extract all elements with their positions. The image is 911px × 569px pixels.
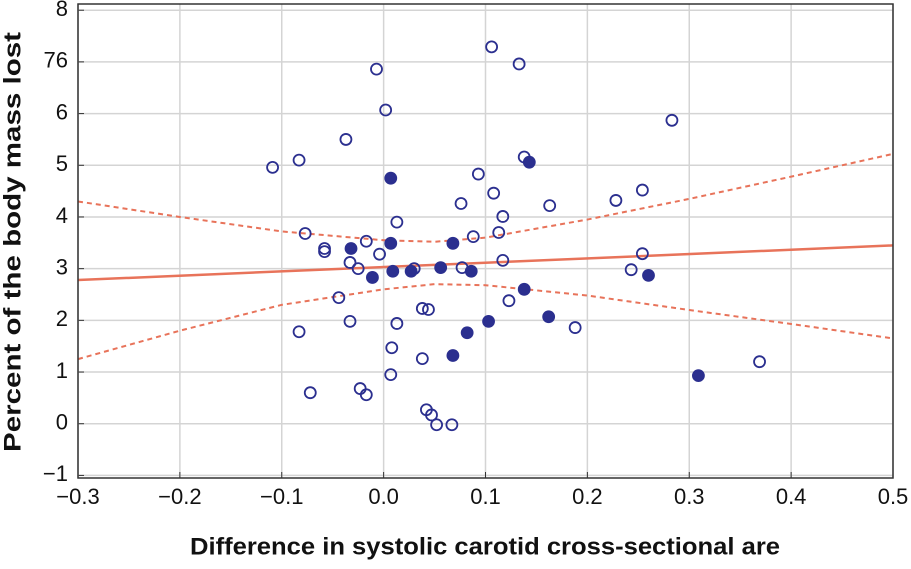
confidence-band: [77, 283, 894, 361]
point: [568, 321, 582, 334]
point: [384, 368, 398, 382]
point: [635, 247, 649, 261]
y-tick-label: 1: [56, 358, 68, 383]
point: [485, 40, 499, 54]
point: [609, 194, 623, 207]
point: [390, 215, 404, 229]
point: [624, 263, 638, 277]
point: [385, 341, 399, 355]
x-tick-label: 0.1: [470, 484, 501, 509]
point: [292, 153, 306, 167]
point: [343, 256, 357, 269]
point: [384, 171, 398, 185]
point: [303, 386, 317, 400]
point: [415, 302, 429, 315]
point: [422, 303, 435, 316]
point: [386, 264, 400, 278]
point: [460, 326, 474, 340]
y-tick-label: 4: [56, 203, 68, 228]
point: [542, 310, 556, 324]
y-tick-label: −1: [43, 461, 68, 486]
point: [454, 197, 468, 210]
point: [343, 314, 357, 328]
fit-line: [77, 244, 894, 282]
point: [466, 230, 480, 244]
x-tick-label: −0.1: [260, 484, 303, 509]
point: [390, 317, 404, 330]
point: [446, 236, 460, 250]
point: [471, 167, 485, 181]
x-tick-label: 0.3: [674, 484, 705, 509]
point: [753, 355, 766, 369]
point: [415, 352, 429, 365]
point: [366, 271, 379, 284]
x-axis-label: Difference in systolic carotid cross-sec…: [190, 533, 780, 560]
x-tick-label: 0.4: [776, 484, 807, 509]
x-tick-label: −0.2: [158, 484, 201, 509]
y-tick-label: 5: [56, 151, 68, 176]
point: [384, 236, 398, 250]
point: [692, 369, 705, 383]
point: [339, 133, 353, 146]
y-tick-label: 3: [56, 254, 68, 279]
point: [344, 242, 358, 255]
x-tick-label: 0.5: [878, 484, 909, 509]
y-tick-label: 6: [56, 99, 68, 124]
point: [359, 388, 373, 402]
point: [642, 268, 655, 282]
point: [425, 408, 438, 422]
x-tick-label: −0.3: [56, 484, 99, 509]
x-tick-label: 0.2: [572, 484, 603, 509]
point: [502, 294, 516, 308]
plot-frame: [77, 3, 894, 479]
point: [430, 418, 444, 432]
point: [543, 199, 557, 212]
point: [665, 113, 679, 127]
point: [635, 183, 649, 197]
x-tick-label: 0.0: [368, 484, 399, 509]
point: [379, 103, 393, 117]
point: [517, 282, 531, 296]
point: [445, 418, 459, 432]
point: [370, 62, 383, 76]
point: [266, 160, 279, 174]
point: [404, 264, 418, 278]
point: [292, 325, 306, 339]
point: [487, 186, 501, 200]
point: [434, 261, 448, 275]
point: [351, 262, 365, 276]
point: [512, 57, 526, 71]
point: [446, 349, 460, 362]
point: [522, 155, 536, 169]
point: [464, 264, 478, 278]
y-tick-label: 2: [56, 306, 68, 331]
point: [482, 314, 495, 328]
confidence-band: [77, 152, 894, 243]
point: [496, 253, 510, 267]
point: [298, 227, 312, 240]
y-axis-label: Percent of the body mass lost: [0, 32, 26, 452]
y-tick-label: 76: [44, 48, 68, 73]
point: [359, 234, 373, 248]
point: [373, 247, 386, 261]
point: [332, 291, 346, 305]
y-tick-label: 8: [56, 0, 68, 21]
point: [492, 226, 506, 239]
y-tick-label: 0: [56, 410, 68, 435]
point: [496, 210, 510, 223]
point: [318, 245, 331, 258]
